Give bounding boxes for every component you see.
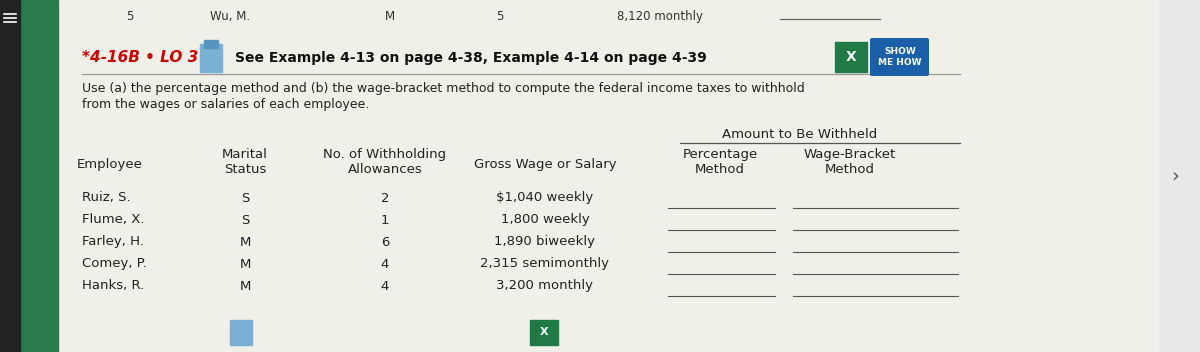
Bar <box>530 320 558 345</box>
Text: Method: Method <box>826 163 875 176</box>
Text: Method: Method <box>695 163 745 176</box>
Text: Wage-Bracket: Wage-Bracket <box>804 148 896 161</box>
Text: Hanks, R.: Hanks, R. <box>82 279 144 293</box>
Text: 4: 4 <box>380 279 389 293</box>
Text: Allowances: Allowances <box>348 163 422 176</box>
Text: 3,200 monthly: 3,200 monthly <box>497 279 594 293</box>
Text: Farley, H.: Farley, H. <box>82 235 144 249</box>
Text: 1: 1 <box>380 214 389 226</box>
Text: See Example 4-13 on page 4-38, Example 4-14 on page 4-39: See Example 4-13 on page 4-38, Example 4… <box>235 51 707 65</box>
Text: M: M <box>239 279 251 293</box>
Text: S: S <box>241 214 250 226</box>
Bar <box>0 0 20 352</box>
Text: 5: 5 <box>497 10 504 23</box>
Bar <box>1160 0 1200 352</box>
Text: 6: 6 <box>380 235 389 249</box>
Text: SHOW
ME HOW: SHOW ME HOW <box>878 47 922 67</box>
Text: S: S <box>241 191 250 205</box>
FancyBboxPatch shape <box>870 38 929 76</box>
Text: 1,890 biweekly: 1,890 biweekly <box>494 235 595 249</box>
Text: 2,315 semimonthly: 2,315 semimonthly <box>480 258 610 270</box>
Text: Percentage: Percentage <box>683 148 757 161</box>
Text: M: M <box>239 258 251 270</box>
Text: 4: 4 <box>380 258 389 270</box>
Text: 2: 2 <box>380 191 389 205</box>
Text: ›: › <box>1171 166 1178 186</box>
Text: 8,120 monthly: 8,120 monthly <box>617 10 703 23</box>
Bar <box>835 42 866 72</box>
Text: 1,800 weekly: 1,800 weekly <box>500 214 589 226</box>
Text: Employee: Employee <box>77 158 143 171</box>
Text: Wu, M.: Wu, M. <box>210 10 250 23</box>
Text: Status: Status <box>224 163 266 176</box>
Text: M: M <box>239 235 251 249</box>
Text: Comey, P.: Comey, P. <box>82 258 146 270</box>
Bar <box>204 40 218 48</box>
Text: No. of Withholding: No. of Withholding <box>324 148 446 161</box>
Text: M: M <box>385 10 395 23</box>
Text: Amount to Be Withheld: Amount to Be Withheld <box>722 128 877 141</box>
Text: from the wages or salaries of each employee.: from the wages or salaries of each emplo… <box>82 98 370 111</box>
Text: *4-16B • LO 3: *4-16B • LO 3 <box>82 50 198 65</box>
Text: X: X <box>846 50 857 64</box>
Text: X: X <box>540 327 548 337</box>
Bar <box>200 44 222 72</box>
Text: Ruiz, S.: Ruiz, S. <box>82 191 131 205</box>
Text: Flume, X.: Flume, X. <box>82 214 144 226</box>
Bar <box>0 0 58 352</box>
Text: $1,040 weekly: $1,040 weekly <box>497 191 594 205</box>
Text: Marital: Marital <box>222 148 268 161</box>
Text: 5: 5 <box>126 10 133 23</box>
Text: Gross Wage or Salary: Gross Wage or Salary <box>474 158 617 171</box>
Text: Use (a) the percentage method and (b) the wage-bracket method to compute the fed: Use (a) the percentage method and (b) th… <box>82 82 805 95</box>
Bar <box>230 320 252 345</box>
